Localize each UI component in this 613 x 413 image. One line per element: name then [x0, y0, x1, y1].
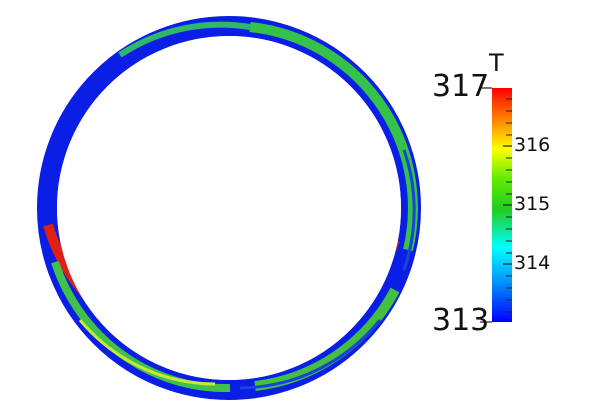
colorbar-max-label: 317 — [432, 69, 490, 104]
colorbar-tick-label: 315 — [514, 193, 551, 215]
colorbar-major-ticks — [503, 145, 512, 265]
ring-mixed-lower-left — [51, 260, 231, 393]
colorbar-title: T — [489, 49, 504, 77]
ring-green-lower-right — [254, 287, 400, 391]
colorbar-minor-ticks — [506, 98, 512, 313]
ring-field — [37, 16, 421, 400]
colorbar-min-label: 313 — [432, 303, 490, 338]
colorbar — [480, 87, 512, 323]
colorbar-tick-label: 314 — [514, 252, 551, 274]
ring-yellow-streak — [78, 319, 216, 386]
ring-green-top — [118, 21, 251, 58]
ring-inner-edge — [57, 36, 401, 380]
ring-cool-streak-bottom — [239, 319, 382, 390]
colorbar-tick-label: 316 — [514, 134, 551, 156]
ring-cool-streak-right — [402, 149, 416, 271]
